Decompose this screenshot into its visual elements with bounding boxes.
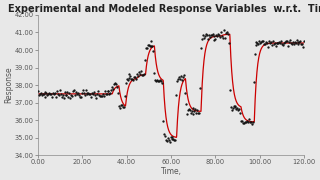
- Y-axis label: Response: Response: [4, 67, 13, 104]
- X-axis label: Time,: Time,: [161, 167, 181, 176]
- Title: Experimental and Modeled Response Variables  w.r.t.  Time: Experimental and Modeled Response Variab…: [8, 4, 320, 14]
